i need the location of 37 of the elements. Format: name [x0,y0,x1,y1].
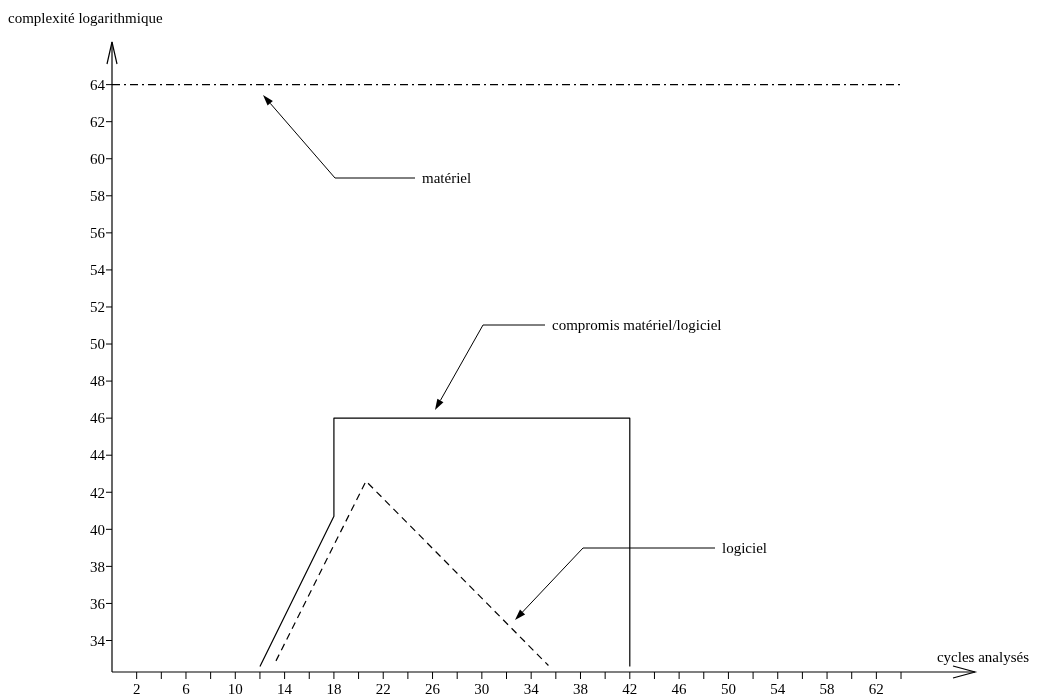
x-tick-label: 18 [326,681,342,697]
y-tick-label: 38 [90,558,105,575]
x-tick-label: 10 [227,681,243,697]
y-tick-label: 50 [90,336,105,353]
y-tick-label: 48 [90,373,105,390]
x-tick-label: 42 [622,681,638,697]
x-tick-label: 46 [671,681,688,697]
y-tick-label: 54 [90,262,106,279]
y-axis-title: complexité logarithmique [8,10,163,26]
x-tick-label: 14 [277,681,293,697]
x-tick-label: 58 [819,681,835,697]
y-tick-label: 46 [90,410,106,427]
annotation: compromis matériel/logiciel [552,317,722,334]
y-tick-label: 36 [90,595,106,612]
x-tick-label: 50 [720,681,736,697]
y-tick-label: 56 [90,225,106,242]
x-axis-title: cycles analysés [936,649,1030,665]
annotation: matériel [422,170,472,187]
y-tick-label: 62 [90,113,105,130]
x-tick-label: 62 [868,681,884,697]
x-tick-label: 38 [572,681,588,697]
x-tick-label: 34 [523,681,540,697]
x-tick-label: 2 [132,681,141,697]
x-tick-label: 6 [182,681,191,697]
y-tick-label: 58 [90,188,105,205]
annotation: logiciel [722,540,767,557]
y-tick-label: 42 [90,484,105,501]
y-tick-label: 44 [90,447,106,464]
x-tick-label: 30 [474,681,490,697]
y-tick-label: 34 [90,632,106,649]
x-tick-label: 26 [425,681,441,697]
y-tick-label: 60 [90,150,105,167]
x-tick-label: 54 [770,681,786,697]
x-tick-label: 22 [375,681,391,697]
y-tick-label: 40 [90,521,105,538]
y-tick-label: 52 [90,299,105,316]
y-tick-label: 64 [90,76,106,93]
